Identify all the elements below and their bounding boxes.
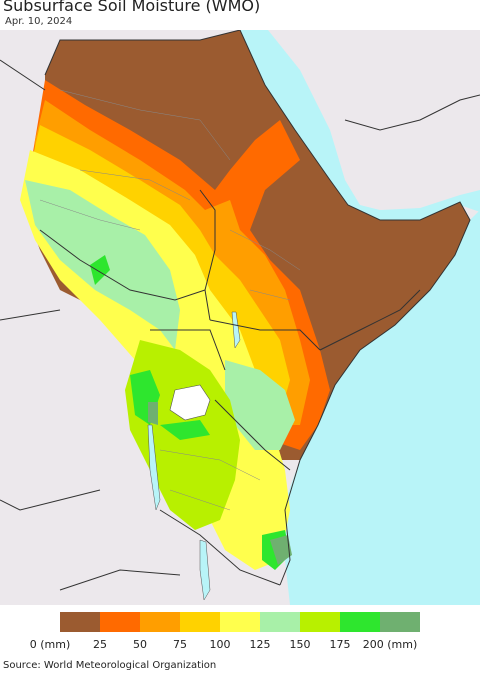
border-south-sudan: [39, 229, 206, 301]
border-uganda: [150, 329, 226, 371]
legend-tick-label: 75: [173, 638, 187, 651]
legend-swatch: [140, 612, 180, 632]
lake-tanganyika: [147, 424, 161, 511]
legend-tick-label: 175: [329, 638, 351, 651]
map-date: Apr. 10, 2024: [5, 16, 73, 27]
border-tanzania-south: [159, 509, 281, 586]
legend-swatch: [60, 612, 100, 632]
legend-swatch: [220, 612, 260, 632]
zone-darkgreen-200: [270, 535, 292, 565]
legend-swatch: [180, 612, 220, 632]
legend-tick-label: 50: [133, 638, 147, 651]
legend-swatch: [100, 612, 140, 632]
border-outline: [44, 30, 471, 586]
red-sea: [238, 30, 360, 208]
admin-lines-2: [159, 229, 301, 511]
gulf-of-aden: [340, 190, 480, 220]
border-kenya-tanzania: [214, 399, 291, 471]
lake-victoria: [169, 384, 211, 421]
zone-green-175-b: [160, 420, 210, 440]
border-sudan-ethiopia: [199, 189, 216, 321]
source-credit: Source: World Meteorological Organizatio…: [3, 660, 217, 671]
admin-lines-1: [39, 89, 231, 231]
border-ethiopia-somalia: [319, 289, 421, 351]
legend-swatch: [380, 612, 420, 632]
legend-tick-label: 150: [289, 638, 311, 651]
lake-malawi: [199, 539, 211, 601]
legend-swatch: [300, 612, 340, 632]
legend-tick-label: 200 (mm): [362, 638, 418, 651]
zone-darkgreen-200-b: [148, 402, 158, 425]
indian-ocean: [282, 210, 480, 605]
lake-turkana: [231, 311, 241, 349]
border-ethiopia-kenya: [209, 319, 321, 351]
legend-tick-label: 0 (mm): [29, 638, 71, 651]
map-title: Subsurface Soil Moisture (WMO): [3, 0, 261, 15]
legend-swatch: [260, 612, 300, 632]
zone-green-175-d: [90, 255, 110, 285]
legend-swatch: [340, 612, 380, 632]
legend-colorbar: [60, 612, 420, 632]
legend-tick-label: 125: [249, 638, 271, 651]
border-west: [0, 59, 181, 591]
soil-moisture-map: [0, 30, 480, 605]
legend-tick-label: 100: [209, 638, 231, 651]
legend-tick-label: 25: [93, 638, 107, 651]
border-yemen: [344, 94, 480, 131]
